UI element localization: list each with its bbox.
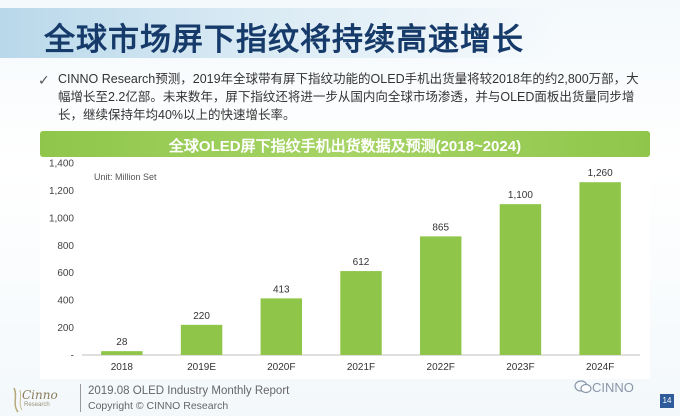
- bar-data-label: 28: [116, 337, 128, 348]
- y-tick-label: 1,000: [49, 213, 74, 224]
- footer-copyright: Copyright © CINNO Research: [88, 400, 229, 412]
- x-tick-label: 2023F: [506, 362, 534, 373]
- y-tick-label: 1,400: [49, 159, 74, 170]
- bar-data-label: 865: [432, 222, 449, 233]
- bar: [499, 204, 542, 355]
- bar-data-label: 1,100: [508, 190, 533, 201]
- title-band: [0, 8, 560, 58]
- logo-text: Cinno: [22, 388, 58, 402]
- y-tick-label: 1,200: [49, 186, 74, 197]
- chart-title-bar: 全球OLED屏下指纹手机出货数据及预测(2018~2024): [40, 131, 650, 157]
- page-number-badge: 14: [660, 394, 674, 408]
- y-tick-label: 200: [57, 323, 74, 334]
- unit-label: Unit: Million Set: [94, 172, 157, 182]
- x-tick-label: 2019E: [187, 362, 216, 373]
- watermark-text: CINNO: [592, 380, 634, 395]
- bar-data-label: 1,260: [588, 168, 613, 179]
- bar: [340, 271, 382, 355]
- y-tick-label: 400: [57, 296, 74, 307]
- chart-panel: - 200 400 600 800 1,000 1,200 1,400 28 2018 220 201…: [40, 157, 650, 379]
- chart-title: 全球OLED屏下指纹手机出货数据及预测(2018~2024): [168, 138, 522, 155]
- x-tick-label: 2021F: [347, 362, 375, 373]
- x-tick-label: 2024F: [586, 362, 614, 373]
- y-tick-label: 600: [57, 268, 74, 279]
- bar-chart: - 200 400 600 800 1,000 1,200 1,400 28 2018 220 201…: [49, 159, 640, 373]
- bar: [260, 298, 303, 355]
- check-icon: ✓: [38, 72, 50, 88]
- bar: [419, 236, 462, 355]
- bar-data-label: 220: [193, 311, 210, 322]
- footer-report-name: 2019.08 OLED Industry Monthly Report: [88, 385, 290, 397]
- bar-data-label: 413: [273, 284, 290, 295]
- x-tick-label: 2022F: [427, 362, 455, 373]
- bar: [101, 351, 143, 355]
- x-tick-label: 2020F: [267, 362, 295, 373]
- slide-title: 全球市场屏下指纹将持续高速增长: [44, 22, 524, 57]
- y-tick-label: -: [71, 351, 74, 362]
- wechat-icon: [574, 380, 592, 394]
- footer-divider: [80, 384, 81, 412]
- logo-subtext: Research: [24, 402, 50, 408]
- logo-mark-icon: [13, 387, 23, 413]
- bar: [180, 324, 223, 355]
- bar-data-label: 612: [353, 257, 370, 268]
- bar: [579, 182, 621, 355]
- intro-paragraph: CINNO Research预测，2019年全球带有屏下指纹功能的OLED手机出…: [58, 72, 639, 122]
- x-tick-label: 2018: [111, 362, 134, 373]
- y-tick-label: 800: [57, 241, 74, 252]
